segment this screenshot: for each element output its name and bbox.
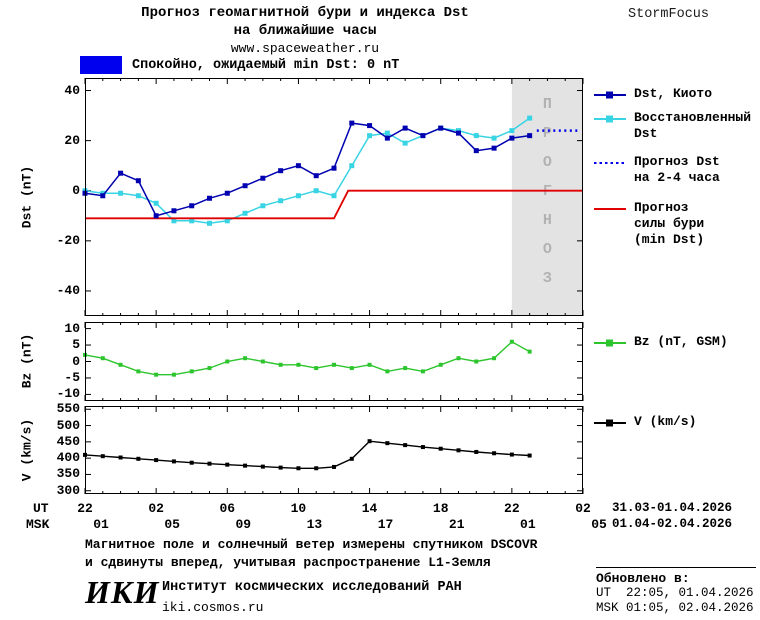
data-source-note-line1: Магнитное поле и солнечный ветер измерен…	[85, 537, 538, 552]
institute-name: Институт космических исследований РАН	[162, 580, 462, 595]
updated-msk: MSK 01:05, 02.04.2026	[596, 601, 754, 615]
storm-strength-line-swatch	[593, 202, 627, 220]
updated-ut: UT 22:05, 01.04.2026	[596, 586, 754, 600]
legend-v-label: V (km/s)	[634, 414, 697, 429]
bz-line-swatch	[593, 336, 627, 354]
legend-bz-label: Bz (nT, GSM)	[634, 334, 728, 349]
site-url: www.spaceweather.ru	[230, 41, 380, 56]
msk-tick-labels: 01 05 09 13 17 21 01 05	[93, 517, 607, 532]
iki-logo: ИКИ	[85, 574, 160, 610]
ut-tick-labels: 22 02 06 10 14 18 22 02	[77, 501, 591, 516]
institute-site: iki.cosmos.ru	[162, 600, 264, 615]
legend-storm-strength: Прогноз силы бури (min Dst)	[593, 200, 704, 248]
legend-forecast-dst: Прогноз Dst на 2-4 часа	[593, 154, 720, 186]
updated-label: Обновлено в:	[596, 571, 690, 586]
updated-block: Обновлено в: UT 22:05, 01.04.2026 MSK 01…	[596, 567, 756, 616]
legend-restored-dst-line1: Восстановленный	[634, 110, 752, 125]
legend-storm-strength-line3: (min Dst)	[634, 232, 705, 247]
brand-label: StormFocus	[628, 7, 710, 22]
legend-restored-dst-line2: Dst	[634, 126, 658, 141]
status-label: Спокойно, ожидаемый min Dst: 0 nT	[132, 57, 400, 73]
restored-dst-line-swatch	[593, 112, 627, 130]
status-color-swatch	[80, 56, 122, 74]
data-source-note-line2: и сдвинуты вперед, учитывая распростране…	[85, 555, 491, 570]
date-range-msk: 01.04-02.04.2026	[612, 517, 733, 531]
dst-y-axis-label: Dst (nT)	[19, 165, 35, 229]
title-line1: Прогноз геомагнитной бури и индекса Dst	[141, 5, 469, 21]
legend-restored-dst: Восстановленный Dst	[593, 110, 751, 142]
date-range-ut: 31.03-01.04.2026	[612, 501, 733, 515]
ut-axis-label: UT	[33, 501, 49, 516]
svg-text:О: О	[543, 154, 552, 171]
bz-plot	[83, 322, 584, 401]
legend-v: V (km/s)	[593, 414, 696, 434]
svg-text:З: З	[543, 270, 552, 287]
svg-text:Р: Р	[543, 125, 552, 142]
legend-forecast-dst-line2: на 2-4 часа	[634, 170, 720, 185]
legend-forecast-dst-line1: Прогноз Dst	[634, 154, 720, 169]
legend-storm-strength-line2: силы бури	[634, 216, 705, 231]
title-line2: на ближайшие часы	[233, 23, 377, 39]
forecast-dst-dotted-swatch	[593, 156, 627, 174]
legend-storm-strength-line1: Прогноз	[634, 200, 689, 215]
dst-kyoto-line-swatch	[593, 88, 627, 106]
legend-dst-kyoto-label: Dst, Киото	[634, 86, 713, 101]
svg-text:П: П	[543, 96, 552, 113]
v-plot	[83, 406, 584, 494]
svg-text:О: О	[543, 241, 552, 258]
page-title: Прогноз геомагнитной бури и индекса Dst …	[85, 4, 525, 57]
v-y-axis-label: V (km/s)	[19, 418, 35, 482]
msk-axis-label: MSK	[26, 517, 50, 532]
legend-dst-kyoto: Dst, Киото	[593, 86, 712, 106]
v-line-swatch	[593, 416, 627, 434]
storm-status-legend: Спокойно, ожидаемый min Dst: 0 nT	[80, 56, 399, 74]
legend-bz: Bz (nT, GSM)	[593, 334, 728, 354]
bz-y-axis-label: Bz (nT)	[19, 333, 35, 389]
svg-text:Н: Н	[543, 212, 552, 229]
